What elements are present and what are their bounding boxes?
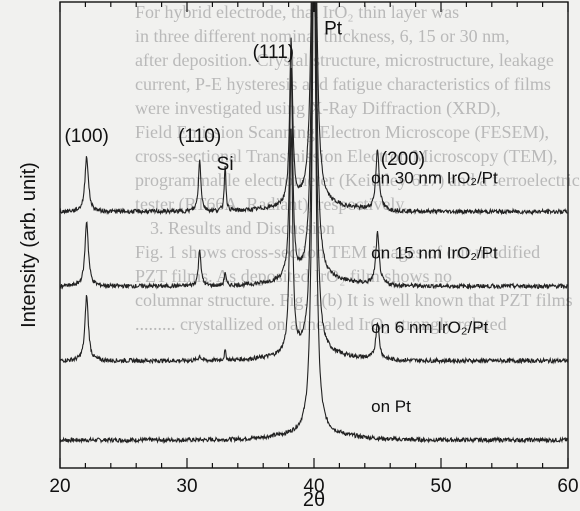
series-label: on 15 nm IrO₂/Pt [371,243,498,262]
x-tick-label: 40 [303,476,324,497]
x-tick-label: 20 [49,476,70,497]
y-axis-label: Intensity (arb. unit) [18,162,40,328]
x-tick-label: 60 [557,476,578,497]
axis-ticks: 20 30 40 50 60 [49,2,579,497]
series-line [60,2,568,216]
peak-label: (200) [381,149,425,170]
x-tick-label: 50 [430,476,451,497]
x-axis-label: 2θ [303,489,325,511]
x-tick-label: 30 [176,476,197,497]
series-line [60,2,568,365]
plot-area [59,1,569,469]
peak-label: (110) [178,126,221,147]
series-line [60,2,568,290]
peak-label: Si [217,154,234,175]
series-line [60,2,568,445]
series-curves [60,2,568,445]
peak-label: (100) [64,126,108,147]
series-labels: on Pt on 6 nm IrO₂/Pt on 15 nm IrO₂/Pt on 3… [371,169,498,416]
peak-labels: (100) (110) Si (111) Pt (200) [64,19,425,175]
series-label: on 30 nm IrO₂/Pt [371,169,498,188]
peak-label: Pt [324,19,343,40]
series-label: on Pt [371,397,411,416]
peak-label: (111) [253,42,295,63]
series-label: on 6 nm IrO₂/Pt [371,318,488,337]
